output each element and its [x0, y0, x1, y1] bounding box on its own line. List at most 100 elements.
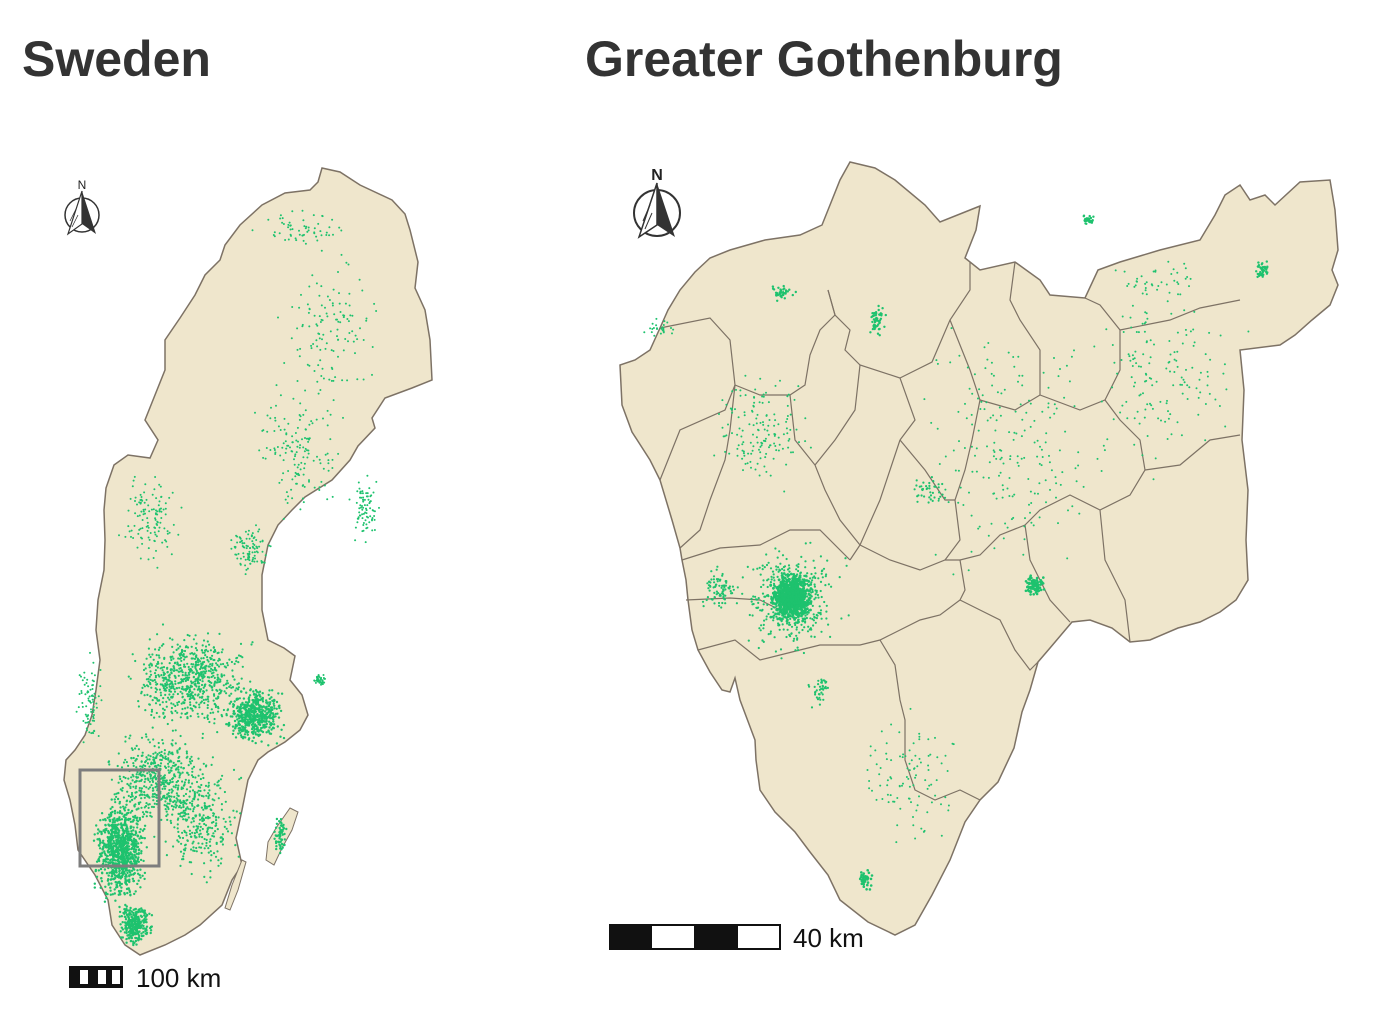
- point-marker: [375, 310, 378, 312]
- point-marker: [251, 560, 254, 563]
- point-marker: [233, 700, 236, 703]
- point-marker: [139, 493, 142, 496]
- point-marker: [147, 787, 150, 790]
- point-marker: [243, 727, 246, 730]
- point-marker: [261, 700, 265, 703]
- point-marker: [171, 638, 174, 641]
- point-marker: [138, 789, 141, 792]
- point-marker: [250, 713, 253, 716]
- point-marker: [147, 526, 150, 529]
- point-marker: [144, 709, 147, 712]
- point-marker: [347, 340, 349, 343]
- point-marker: [126, 827, 129, 830]
- point-marker: [232, 729, 235, 732]
- point-marker: [803, 592, 806, 596]
- point-marker: [194, 693, 197, 696]
- point-marker: [299, 444, 302, 447]
- point-marker: [240, 713, 243, 716]
- point-marker: [787, 602, 790, 605]
- point-marker: [108, 839, 112, 842]
- point-marker: [117, 860, 121, 863]
- point-marker: [158, 656, 161, 659]
- point-marker: [83, 683, 86, 686]
- point-marker: [250, 643, 253, 646]
- point-marker: [138, 501, 141, 504]
- point-marker: [178, 755, 181, 758]
- point-marker: [778, 550, 781, 553]
- point-marker: [162, 775, 165, 778]
- point-marker: [177, 840, 180, 843]
- point-marker: [146, 772, 149, 775]
- point-marker: [141, 773, 144, 776]
- point-marker: [192, 820, 195, 823]
- point-marker: [179, 815, 182, 818]
- point-marker: [166, 813, 169, 816]
- point-marker: [375, 480, 378, 483]
- point-marker: [344, 338, 347, 340]
- point-marker: [114, 862, 117, 865]
- point-marker: [184, 778, 187, 781]
- point-marker: [195, 825, 198, 828]
- point-marker: [170, 788, 173, 791]
- point-marker: [104, 892, 108, 895]
- point-marker: [261, 540, 264, 543]
- point-marker: [195, 701, 198, 704]
- point-marker: [231, 732, 235, 736]
- point-marker: [273, 449, 276, 451]
- point-marker: [122, 859, 125, 863]
- point-marker: [319, 359, 322, 362]
- point-marker: [144, 912, 147, 915]
- point-marker: [108, 854, 112, 857]
- point-marker: [345, 261, 348, 264]
- gothenburg-point-layer: [643, 214, 1269, 891]
- point-marker: [160, 644, 164, 647]
- point-marker: [318, 337, 321, 340]
- point-marker: [320, 285, 323, 288]
- point-marker: [310, 344, 313, 347]
- point-marker: [182, 805, 185, 809]
- point-marker: [371, 373, 373, 376]
- point-marker: [804, 566, 807, 569]
- point-marker: [205, 664, 208, 668]
- point-marker: [179, 654, 182, 657]
- point-marker: [162, 779, 165, 782]
- point-marker: [102, 858, 105, 862]
- point-marker: [281, 833, 284, 836]
- point-marker: [252, 556, 255, 559]
- point-marker: [113, 892, 117, 895]
- point-marker: [116, 764, 119, 768]
- point-marker: [206, 717, 209, 721]
- point-marker: [133, 923, 136, 926]
- point-marker: [239, 557, 242, 560]
- point-marker: [114, 801, 117, 804]
- point-marker: [336, 335, 338, 338]
- point-marker: [148, 803, 151, 806]
- point-marker: [217, 710, 220, 713]
- point-marker: [134, 907, 137, 911]
- point-marker: [177, 812, 180, 816]
- point-marker: [137, 860, 140, 863]
- point-marker: [220, 651, 223, 654]
- point-marker: [313, 227, 316, 230]
- point-marker: [298, 306, 301, 309]
- point-marker: [112, 869, 115, 872]
- point-marker: [135, 785, 138, 788]
- point-marker: [183, 663, 186, 666]
- point-marker: [225, 712, 228, 716]
- point-marker: [153, 792, 156, 796]
- point-marker: [170, 706, 173, 710]
- point-marker: [87, 685, 90, 688]
- point-marker: [222, 817, 225, 820]
- point-marker: [130, 529, 133, 532]
- point-marker: [193, 790, 196, 794]
- point-marker: [139, 828, 142, 831]
- point-marker: [110, 870, 113, 874]
- point-marker: [767, 633, 770, 636]
- point-marker: [316, 324, 319, 327]
- point-marker: [130, 809, 134, 813]
- point-marker: [160, 510, 163, 513]
- point-marker: [243, 733, 247, 736]
- point-marker: [158, 646, 161, 649]
- point-marker: [134, 747, 137, 750]
- point-marker: [138, 830, 141, 834]
